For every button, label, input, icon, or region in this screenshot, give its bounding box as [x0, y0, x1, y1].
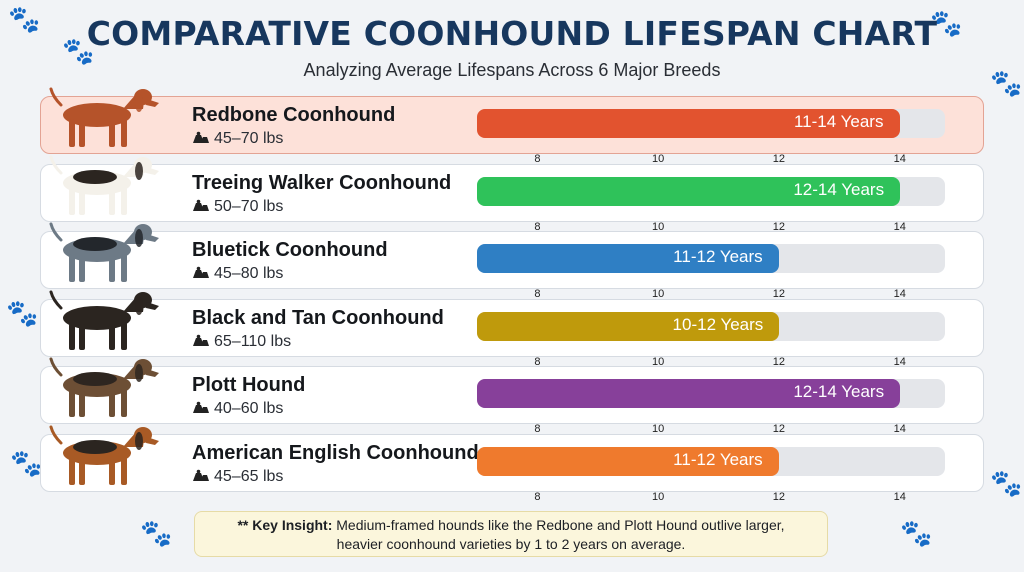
chart-title: COMPARATIVE COONHOUND LIFESPAN CHART — [86, 14, 938, 53]
chart-subtitle: Analyzing Average Lifespans Across 6 Maj… — [303, 60, 721, 80]
axis-tick-label: 14 — [893, 288, 906, 300]
axis-tick-label: 10 — [652, 288, 665, 300]
lifespan-bar — [477, 176, 900, 206]
axis-tick-label: 12 — [772, 153, 786, 165]
breed-weight: 45–80 lbs — [192, 265, 283, 283]
weight-icon — [192, 469, 210, 482]
axis-tick-label: 10 — [652, 355, 665, 368]
axis-tick-label: 14 — [893, 355, 906, 368]
axis-tick-label: 8 — [534, 220, 541, 233]
weight-icon — [192, 401, 210, 414]
axis-tick-label: 8 — [534, 423, 541, 435]
axis-tick-label: 8 — [534, 490, 541, 503]
breed-weight: 45–65 lbs — [192, 468, 283, 486]
breed-name: American English Coonhound — [192, 441, 479, 464]
lifespan-track: 10-12 Years 8 10 12 14 — [477, 311, 945, 368]
breed-row: Redbone Coonhound 45–70 lbs 11-14 Years 8 10… — [40, 87, 984, 165]
weight-value: 45–70 lbs — [214, 130, 284, 147]
insight-line-1: Medium-framed hounds like the Redbone an… — [332, 517, 785, 533]
key-insight-box: ** Key Insight: Medium-framed hounds lik… — [194, 511, 828, 557]
axis-tick-label: 12 — [772, 220, 786, 233]
lifespan-label: 10-12 Years — [672, 314, 764, 334]
axis-tick-label: 14 — [893, 423, 906, 435]
dog-illustration — [47, 87, 165, 153]
axis-tick-label: 14 — [893, 490, 906, 503]
breed-name: Redbone Coonhound — [192, 104, 396, 126]
lifespan-track: 12-14 Years 8 10 12 14 — [477, 379, 945, 435]
breed-rows: Redbone Coonhound 45–70 lbs 11-14 Years 8 10… — [40, 87, 984, 503]
lifespan-bar — [477, 446, 779, 476]
axis-tick-label: 10 — [652, 220, 665, 233]
lifespan-label: 11-12 Years — [673, 449, 763, 469]
paw-print-icon: 🐾 — [140, 518, 173, 548]
weight-value: 45–80 lbs — [214, 265, 284, 282]
breed-name: Treeing Walker Coonhound — [192, 171, 452, 194]
paw-print-icon: 🐾 — [10, 448, 43, 478]
lifespan-track: 11-12 Years 8 10 12 14 — [477, 244, 945, 300]
breed-row: American English Coonhound 45–65 lbs 11-12… — [40, 425, 984, 503]
dog-illustration — [47, 425, 165, 491]
weight-value: 40–60 lbs — [214, 400, 284, 417]
dog-illustration — [47, 155, 165, 221]
breed-row: Bluetick Coonhound 45–80 lbs 11-12 Years 8 1… — [40, 222, 984, 300]
lifespan-bar — [477, 311, 779, 341]
dog-illustration — [47, 222, 165, 288]
lifespan-bar — [477, 109, 900, 138]
lifespan-label: 12-14 Years — [793, 382, 885, 401]
paw-print-icon: 🐾 — [6, 298, 39, 328]
paw-print-icon: 🐾 — [990, 468, 1023, 498]
lifespan-track: 11-12 Years 8 10 12 14 — [477, 446, 945, 503]
axis-tick-label: 14 — [893, 153, 906, 165]
breed-name: Bluetick Coonhound — [192, 239, 388, 261]
paw-print-icon: 🐾 — [900, 518, 933, 548]
paw-print-icon: 🐾 — [930, 8, 963, 38]
axis-tick-label: 12 — [772, 423, 786, 435]
breed-weight: 45–70 lbs — [192, 130, 283, 148]
axis-tick-label: 10 — [652, 423, 665, 435]
breed-name: Plott Hound — [192, 374, 306, 396]
breed-weight: 50–70 lbs — [192, 198, 283, 216]
dog-illustration — [47, 357, 165, 423]
breed-row: Treeing Walker Coonhound 50–70 lbs 12-14 Y… — [40, 155, 984, 233]
lifespan-bar — [477, 244, 779, 273]
paw-print-icon: 🐾 — [62, 36, 95, 66]
weight-icon — [192, 334, 210, 347]
axis-tick-label: 12 — [772, 288, 786, 300]
weight-icon — [192, 266, 210, 279]
axis-tick-label: 12 — [772, 355, 786, 368]
lifespan-label: 11-14 Years — [793, 112, 884, 131]
weight-value: 65–110 lbs — [214, 332, 292, 350]
breed-row: Black and Tan Coonhound 65–110 lbs 10-12 Y… — [40, 290, 984, 368]
weight-icon — [192, 131, 210, 144]
lifespan-label: 11-12 Years — [673, 247, 763, 266]
insight-line-2: heavier coonhound varieties by 1 to 2 ye… — [336, 536, 686, 552]
lifespan-track: 11-14 Years 8 10 12 14 — [477, 109, 945, 165]
axis-tick-label: 12 — [772, 490, 786, 503]
insight-prefix: ** Key Insight: — [237, 517, 333, 533]
axis-tick-label: 8 — [534, 288, 541, 300]
axis-tick-label: 10 — [652, 490, 665, 503]
lifespan-track: 12-14 Years 8 10 12 14 — [477, 176, 945, 233]
breed-name: Black and Tan Coonhound — [192, 306, 444, 329]
paw-print-icon: 🐾 — [990, 68, 1023, 98]
axis-tick-label: 14 — [893, 220, 906, 233]
axis-tick-label: 8 — [534, 153, 541, 165]
paw-print-icon: 🐾 — [8, 4, 41, 34]
lifespan-label: 12-14 Years — [793, 179, 885, 199]
dog-illustration — [47, 290, 165, 356]
breed-row: Plott Hound 40–60 lbs 12-14 Years 8 10 12 14 — [40, 357, 984, 435]
breed-weight: 40–60 lbs — [192, 400, 283, 418]
weight-value: 50–70 lbs — [214, 197, 284, 215]
axis-tick-label: 8 — [534, 355, 541, 368]
weight-value: 45–65 lbs — [214, 467, 284, 485]
breed-weight: 65–110 lbs — [192, 333, 291, 351]
weight-icon — [192, 199, 210, 212]
lifespan-bar — [477, 379, 900, 408]
axis-tick-label: 10 — [652, 153, 665, 165]
